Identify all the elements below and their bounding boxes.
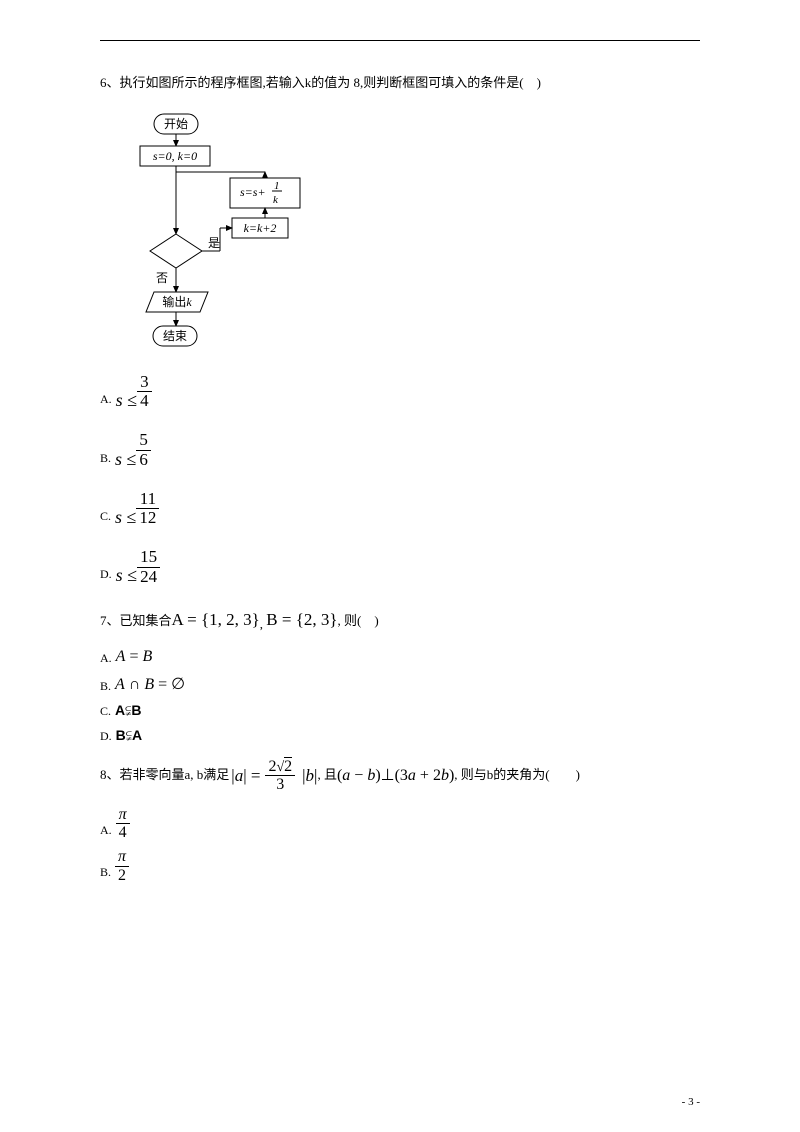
option-frac: 56	[136, 431, 151, 469]
svg-text:输出k: 输出k	[162, 294, 192, 309]
q7-number: 7、	[100, 613, 120, 628]
option-math: s ≤	[116, 565, 137, 586]
q6-options: A.s ≤ 34B.s ≤ 56C.s ≤ 1112D.s ≤ 1524	[100, 373, 700, 587]
q7-option-0: A. A = B	[100, 648, 700, 666]
q8-suffix: , 则与b的夹角为( )	[454, 765, 580, 786]
svg-text:s=0, k=0: s=0, k=0	[153, 149, 197, 163]
option-label: A.	[100, 392, 112, 411]
q8-coef-frac: 2√2 3	[265, 758, 295, 794]
q7-stem: 7、已知集合A = {1, 2, 3}, B = {2, 3}, 则( )	[100, 606, 700, 635]
q6-option-3: D.s ≤ 1524	[100, 548, 700, 586]
svg-text:结束: 结束	[163, 329, 187, 343]
option-label: D.	[100, 729, 112, 744]
option-frac: π2	[115, 848, 129, 884]
q6-flowchart: 开始 s=0, k=0 s=s+ 1 k k=k+2 是 否 输出k 结束	[120, 106, 700, 359]
q8-perp: (a − b)⊥(3a + 2b)	[337, 763, 454, 789]
q7-setB: B = {2, 3}	[266, 610, 337, 629]
option-frac: 1112	[136, 490, 159, 528]
q6-stem: 6、执行如图所示的程序框图,若输入k的值为 8,则判断框图可填入的条件是( )	[100, 73, 700, 94]
svg-text:开始: 开始	[164, 117, 188, 131]
q8-mid: , 且	[317, 765, 337, 786]
q7-option-2: C. A⫋B	[100, 702, 700, 719]
option-math: B⫋A	[116, 727, 142, 744]
svg-text:s=s+: s=s+	[240, 185, 266, 199]
q8-option-1: B.π2	[100, 848, 700, 884]
q6-text: 执行如图所示的程序框图,若输入k的值为 8,则判断框图可填入的条件是( )	[120, 75, 541, 90]
q8-stem: 8、若非零向量a, b满足 |a| = 2√2 3 |b| , 且 (a − b…	[100, 758, 700, 794]
q7-option-3: D. B⫋A	[100, 727, 700, 744]
option-frac: π4	[116, 806, 130, 842]
option-math: s ≤	[115, 449, 136, 470]
option-math: A⫋B	[115, 702, 141, 719]
q6-number: 6、	[100, 75, 120, 90]
option-label: A.	[100, 823, 112, 842]
q8-options: A.π4 B.π2	[100, 806, 700, 884]
q6-option-2: C.s ≤ 1112	[100, 490, 700, 528]
option-math: A = B	[116, 648, 153, 666]
q8-prefix: 若非零向量a, b满足	[120, 765, 230, 786]
option-label: C.	[100, 509, 111, 528]
option-frac: 34	[137, 373, 152, 411]
option-label: B.	[100, 679, 111, 694]
q7-suffix: , 则( )	[338, 613, 379, 628]
page-number: - 3 -	[682, 1096, 700, 1108]
option-math: s ≤	[116, 390, 137, 411]
option-label: A.	[100, 651, 112, 666]
q8-option-0: A.π4	[100, 806, 700, 842]
top-rule	[100, 40, 700, 41]
q7-options: A. A = B B. A ∩ B = ∅ C. A⫋BD. B⫋A	[100, 648, 700, 744]
option-label: B.	[100, 865, 111, 884]
q7-prefix: 已知集合	[120, 613, 172, 628]
option-label: C.	[100, 704, 111, 719]
option-math: s ≤	[115, 507, 136, 528]
option-label: D.	[100, 567, 112, 586]
q6-option-0: A.s ≤ 34	[100, 373, 700, 411]
q7-comma1: ,	[260, 617, 263, 632]
q7-option-1: B. A ∩ B = ∅	[100, 674, 700, 694]
svg-text:否: 否	[156, 271, 168, 285]
q8-number: 8、	[100, 765, 120, 786]
q7-setA: A = {1, 2, 3}	[172, 610, 260, 629]
q8-abs-a: |a| =	[231, 762, 260, 789]
svg-text:k=k+2: k=k+2	[244, 221, 277, 235]
q8-abs-b: |b|	[302, 762, 317, 789]
option-math: A ∩ B = ∅	[115, 674, 185, 694]
svg-text:1: 1	[274, 180, 280, 192]
svg-text:是: 是	[208, 236, 220, 250]
option-frac: 1524	[137, 548, 160, 586]
option-label: B.	[100, 451, 111, 470]
q6-option-1: B.s ≤ 56	[100, 431, 700, 469]
